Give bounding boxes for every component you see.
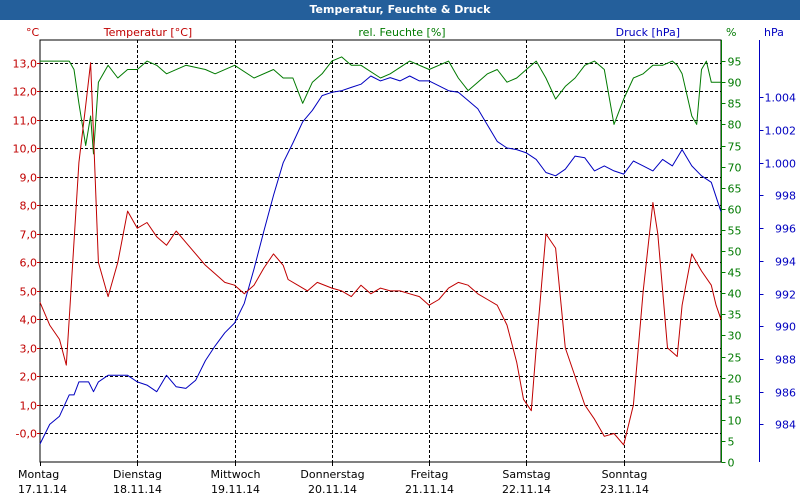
humidity-tick-label: 85 (728, 98, 742, 111)
x-tick-date-label: 21.11.14 (405, 483, 454, 496)
temperature-unit-label: °C (26, 26, 40, 39)
pressure-tick-label: 1.004 (765, 92, 797, 105)
x-tick-date-label: 20.11.14 (308, 483, 357, 496)
x-tick-date-label: 17.11.14 (18, 483, 67, 496)
temperature-tick-label: 1,0 (20, 400, 38, 413)
axes (37, 39, 764, 466)
humidity-tick-label: 65 (728, 183, 742, 196)
humidity-unit-label: % (726, 26, 736, 39)
x-tick-day-label: Dienstag (113, 468, 162, 481)
pressure-tick-label: 998 (775, 190, 796, 203)
humidity-tick-label: 10 (728, 415, 742, 428)
humidity-tick-label: 15 (728, 394, 742, 407)
humidity-tick-label: 50 (728, 246, 742, 259)
pressure-line (39, 75, 722, 445)
pressure-tick-label: 1.002 (765, 125, 797, 138)
x-tick-date-label: 18.11.14 (113, 483, 162, 496)
humidity-tick-label: 95 (728, 56, 742, 69)
x-tick-day-label: Donnerstag (300, 468, 364, 481)
humidity-line (40, 56, 721, 155)
temperature-tick-label: 7,0 (20, 229, 38, 242)
pressure-axis-title: Druck [hPa] (616, 26, 680, 39)
x-tick-date-label: 23.11.14 (600, 483, 649, 496)
temperature-line (39, 62, 722, 446)
pressure-tick-label: 986 (775, 387, 796, 400)
humidity-tick-label: 5 (728, 436, 735, 449)
humidity-tick-label: 20 (728, 373, 742, 386)
humidity-tick-label: 55 (728, 225, 742, 238)
temperature-tick-label: 6,0 (20, 257, 38, 270)
humidity-tick-label: 25 (728, 352, 742, 365)
pressure-tick-label: 1.000 (765, 158, 797, 171)
humidity-tick-label: 60 (728, 204, 742, 217)
temperature-tick-label: 10,0 (13, 143, 38, 156)
humidity-axis-title: rel. Feuchte [%] (358, 26, 445, 39)
pressure-tick-label: 994 (775, 256, 796, 269)
humidity-tick-label: 90 (728, 77, 742, 90)
temperature-tick-label: 3,0 (20, 343, 38, 356)
temperature-tick-label: 11,0 (13, 115, 38, 128)
axis-labels: -0,0 1,0 2,0 3,0 4,0 5,0 6,0 7,0 8,0 9,0 10,0 11,0 1… (13, 26, 797, 496)
data-lines (39, 56, 722, 446)
temperature-tick-label: 8,0 (20, 200, 38, 213)
temperature-tick-label: -0,0 (16, 428, 37, 441)
x-tick-date-label: 22.11.14 (502, 483, 551, 496)
temperature-axis-title: Temperatur [°C] (103, 26, 192, 39)
grid (40, 40, 721, 462)
pressure-tick-label: 988 (775, 354, 796, 367)
pressure-tick-label: 992 (775, 289, 796, 302)
chart-title: Temperatur, Feuchte & Druck (0, 0, 800, 20)
pressure-tick-label: 984 (775, 419, 796, 432)
temperature-tick-label: 5,0 (20, 286, 38, 299)
temperature-tick-label: 9,0 (20, 172, 38, 185)
temperature-tick-label: 4,0 (20, 314, 38, 327)
humidity-tick-label: 70 (728, 162, 742, 175)
humidity-tick-label: 40 (728, 288, 742, 301)
temperature-tick-label: 12,0 (13, 86, 38, 99)
x-tick-day-label: Sonntag (602, 468, 648, 481)
temperature-tick-label: 2,0 (20, 371, 38, 384)
humidity-tick-label: 30 (728, 330, 742, 343)
x-tick-day-label: Samstag (502, 468, 550, 481)
humidity-tick-label: 45 (728, 267, 742, 280)
pressure-unit-label: hPa (764, 26, 784, 39)
x-tick-day-label: Freitag (411, 468, 449, 481)
humidity-tick-label: 75 (728, 141, 742, 154)
plot-frame (39, 39, 722, 463)
humidity-tick-label: 0 (728, 457, 735, 470)
humidity-tick-label: 35 (728, 309, 742, 322)
temperature-tick-label: 13,0 (13, 58, 38, 71)
pressure-tick-label: 996 (775, 223, 796, 236)
x-tick-date-label: 19.11.14 (211, 483, 260, 496)
pressure-tick-label: 990 (775, 321, 796, 334)
x-tick-day-label: Mittwoch (211, 468, 261, 481)
humidity-tick-label: 80 (728, 119, 742, 132)
x-tick-day-label: Montag (18, 468, 59, 481)
